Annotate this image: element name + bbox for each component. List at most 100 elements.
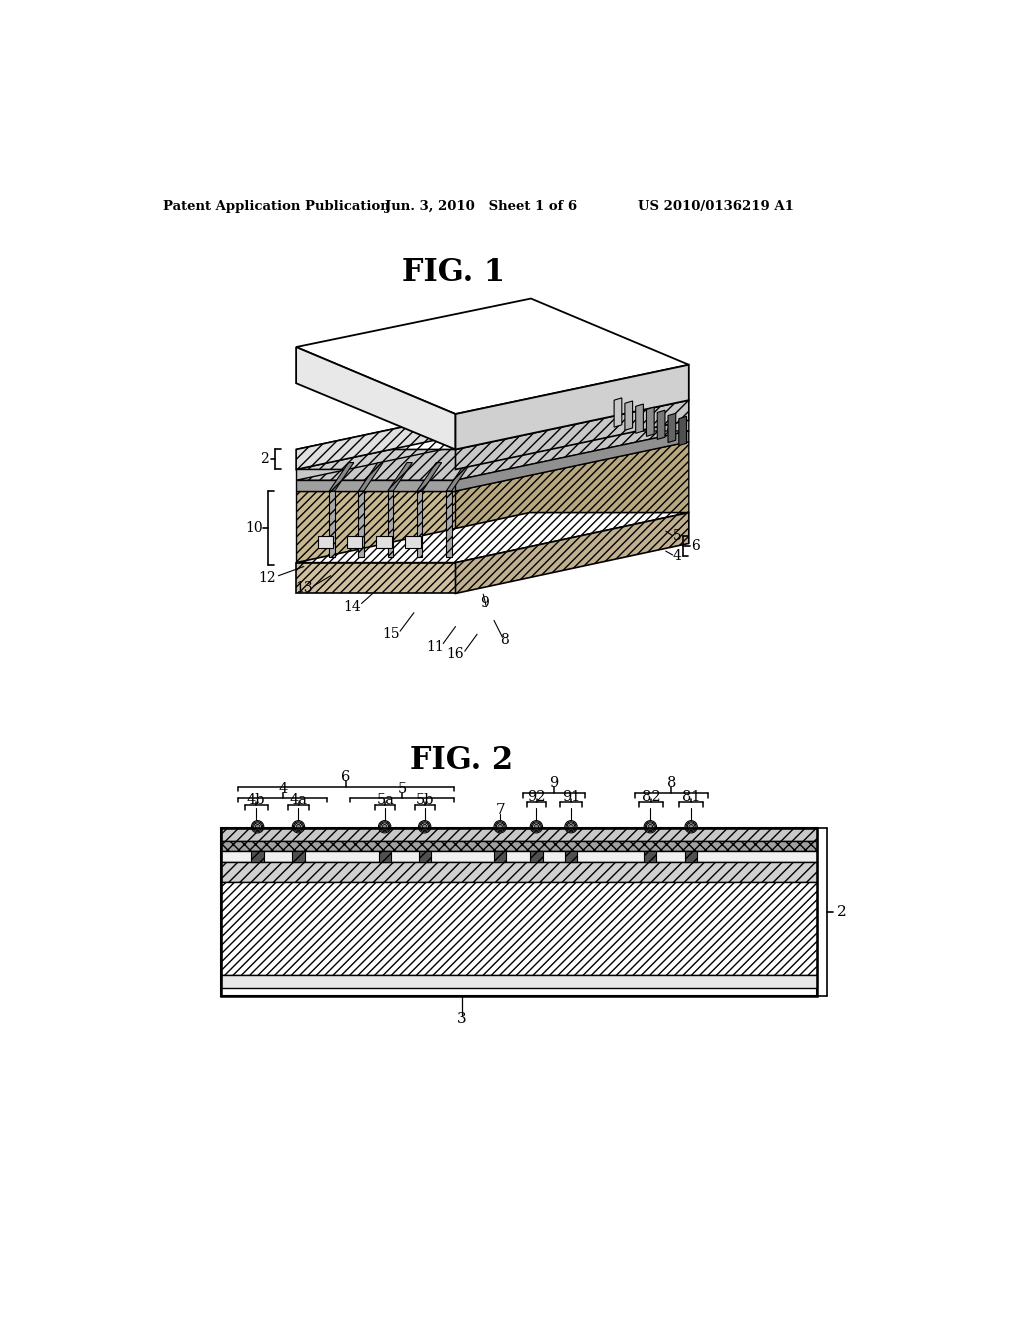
Polygon shape bbox=[221, 882, 817, 974]
Circle shape bbox=[252, 821, 264, 833]
Polygon shape bbox=[644, 851, 656, 862]
Polygon shape bbox=[347, 536, 362, 548]
Circle shape bbox=[496, 822, 505, 832]
Polygon shape bbox=[252, 851, 264, 862]
Circle shape bbox=[420, 822, 430, 832]
Polygon shape bbox=[417, 462, 441, 491]
Text: 5a: 5a bbox=[377, 793, 394, 807]
Polygon shape bbox=[406, 536, 421, 548]
Polygon shape bbox=[614, 397, 622, 428]
Polygon shape bbox=[456, 442, 689, 562]
Circle shape bbox=[292, 821, 304, 833]
Polygon shape bbox=[456, 430, 689, 491]
Polygon shape bbox=[221, 841, 817, 851]
Text: 10: 10 bbox=[245, 521, 262, 535]
Text: 82: 82 bbox=[642, 789, 660, 804]
Polygon shape bbox=[296, 400, 529, 470]
Text: 16: 16 bbox=[446, 647, 464, 661]
Circle shape bbox=[379, 821, 391, 833]
Polygon shape bbox=[296, 298, 689, 414]
Polygon shape bbox=[296, 442, 689, 491]
Text: 12: 12 bbox=[259, 572, 276, 585]
Polygon shape bbox=[388, 462, 413, 491]
Circle shape bbox=[568, 825, 573, 829]
Text: 3: 3 bbox=[561, 327, 570, 341]
Circle shape bbox=[494, 821, 506, 833]
Circle shape bbox=[644, 821, 656, 833]
Polygon shape bbox=[221, 829, 817, 997]
Text: 6: 6 bbox=[691, 539, 700, 553]
Circle shape bbox=[531, 822, 542, 832]
Circle shape bbox=[381, 822, 388, 830]
Text: 2: 2 bbox=[838, 906, 847, 919]
Text: 2: 2 bbox=[260, 453, 269, 466]
Text: 4b: 4b bbox=[247, 793, 265, 807]
Polygon shape bbox=[221, 862, 817, 882]
Text: 5b: 5b bbox=[416, 793, 435, 807]
Circle shape bbox=[685, 821, 697, 833]
Text: 6: 6 bbox=[341, 770, 351, 784]
Text: 13: 13 bbox=[295, 581, 312, 595]
Text: US 2010/0136219 A1: US 2010/0136219 A1 bbox=[638, 199, 794, 213]
Circle shape bbox=[421, 822, 429, 830]
Circle shape bbox=[530, 821, 543, 833]
Text: 5: 5 bbox=[673, 529, 682, 543]
Polygon shape bbox=[376, 536, 391, 548]
Polygon shape bbox=[221, 851, 817, 862]
Circle shape bbox=[567, 822, 574, 830]
Polygon shape bbox=[625, 401, 633, 430]
Circle shape bbox=[687, 822, 695, 830]
Text: 11: 11 bbox=[426, 640, 443, 653]
Polygon shape bbox=[296, 347, 456, 449]
Polygon shape bbox=[456, 364, 689, 449]
Polygon shape bbox=[296, 430, 689, 480]
Text: 1: 1 bbox=[511, 317, 520, 331]
Circle shape bbox=[253, 822, 262, 832]
Polygon shape bbox=[456, 512, 689, 594]
Circle shape bbox=[296, 825, 301, 829]
Circle shape bbox=[566, 822, 577, 832]
Circle shape bbox=[532, 822, 541, 830]
Circle shape bbox=[689, 825, 693, 829]
Polygon shape bbox=[636, 404, 643, 433]
Polygon shape bbox=[646, 407, 654, 437]
Polygon shape bbox=[446, 462, 471, 491]
Polygon shape bbox=[296, 470, 456, 480]
Polygon shape bbox=[296, 562, 456, 594]
Circle shape bbox=[419, 821, 431, 833]
Text: 92: 92 bbox=[527, 789, 546, 804]
Polygon shape bbox=[456, 420, 689, 480]
Text: 15: 15 bbox=[382, 627, 399, 642]
Circle shape bbox=[648, 825, 652, 829]
Polygon shape bbox=[296, 512, 689, 562]
Polygon shape bbox=[296, 400, 689, 449]
Circle shape bbox=[380, 822, 390, 832]
Polygon shape bbox=[296, 491, 456, 562]
Polygon shape bbox=[330, 462, 354, 491]
Bar bbox=[221, 829, 817, 997]
Circle shape bbox=[565, 821, 578, 833]
Circle shape bbox=[254, 822, 261, 830]
Polygon shape bbox=[292, 851, 304, 862]
Text: 4a: 4a bbox=[290, 793, 308, 807]
Polygon shape bbox=[565, 851, 578, 862]
Text: 8: 8 bbox=[501, 634, 509, 647]
Circle shape bbox=[294, 822, 303, 832]
Text: Jun. 3, 2010   Sheet 1 of 6: Jun. 3, 2010 Sheet 1 of 6 bbox=[385, 199, 577, 213]
Text: 7: 7 bbox=[664, 420, 673, 433]
Circle shape bbox=[295, 822, 302, 830]
Polygon shape bbox=[317, 536, 333, 548]
Polygon shape bbox=[296, 480, 456, 491]
Polygon shape bbox=[679, 416, 686, 446]
Circle shape bbox=[646, 822, 654, 830]
Text: 9: 9 bbox=[550, 776, 559, 789]
Circle shape bbox=[535, 825, 539, 829]
Text: 5: 5 bbox=[397, 781, 407, 796]
Text: FIG. 1: FIG. 1 bbox=[402, 257, 506, 288]
Polygon shape bbox=[358, 491, 364, 557]
Text: 7: 7 bbox=[496, 803, 505, 817]
Circle shape bbox=[497, 822, 504, 830]
Text: 81: 81 bbox=[682, 789, 700, 804]
Polygon shape bbox=[657, 411, 665, 440]
Circle shape bbox=[686, 822, 696, 832]
